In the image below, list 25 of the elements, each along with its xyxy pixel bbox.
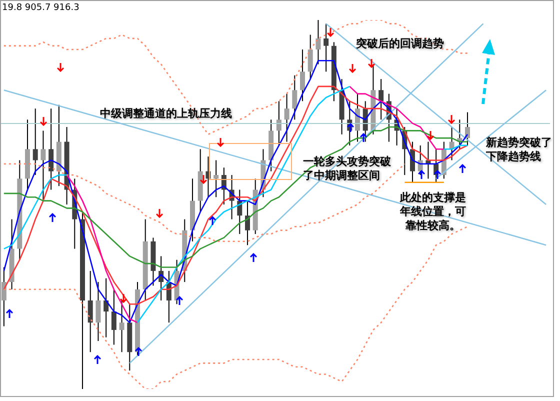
candlestick — [308, 34, 313, 80]
candlestick — [292, 74, 298, 120]
candlestick — [284, 93, 290, 142]
candlestick — [316, 20, 321, 65]
annotation: 突破后的回调趋势 — [356, 37, 445, 51]
candlestick — [324, 23, 329, 72]
annotation: 新趋势突破了下降趋势线 — [486, 136, 553, 164]
candlestick — [32, 108, 38, 176]
candlestick — [48, 108, 54, 190]
annotation: 此处的支撑是年线位置，可靠性较高。 — [398, 191, 468, 233]
candlestick — [245, 200, 250, 246]
candlestick — [104, 278, 109, 338]
candlestick — [214, 160, 219, 198]
candlestick — [300, 49, 305, 102]
candlestick — [40, 130, 46, 202]
annotation: 中级调整通道的上轨压力线 — [100, 107, 233, 121]
candlestick — [465, 112, 470, 146]
candlestick — [1, 266, 6, 327]
candlestick — [119, 300, 124, 353]
candlestick — [378, 78, 384, 120]
candlestick — [111, 288, 116, 346]
candlestick — [88, 270, 93, 353]
candlestick — [96, 281, 101, 342]
candlestick — [276, 100, 282, 146]
text: 19.8 905.7 916.3 — [2, 2, 80, 15]
